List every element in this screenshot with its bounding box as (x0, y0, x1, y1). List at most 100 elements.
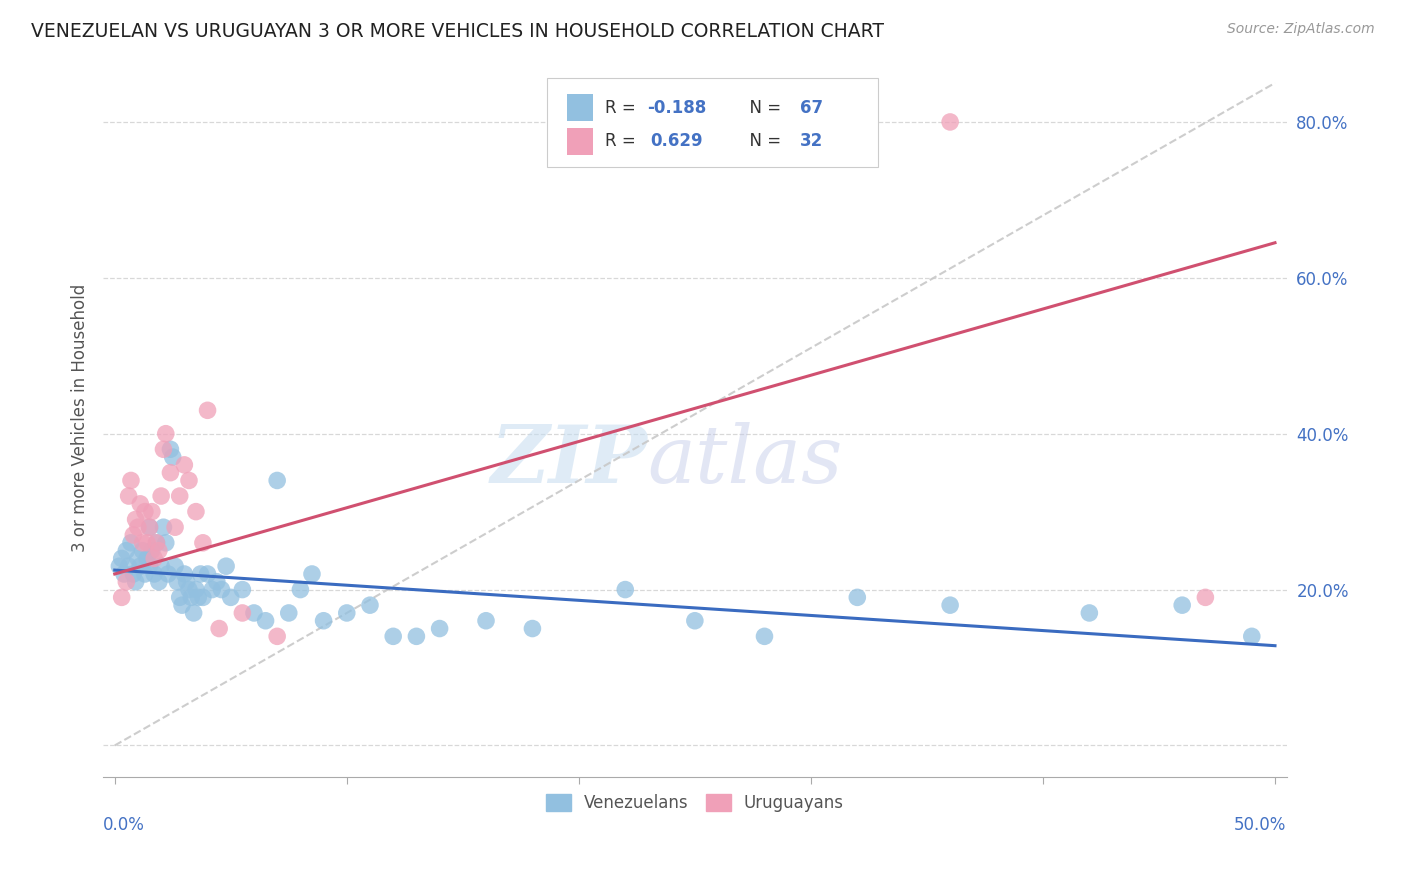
Point (131, 536, 153, 550)
Text: 0.629: 0.629 (650, 132, 703, 151)
FancyBboxPatch shape (567, 128, 593, 155)
Point (148, 574, 170, 589)
Point (211, 582, 233, 597)
Point (150, 489, 173, 503)
Point (136, 536, 159, 550)
Point (522, 622, 544, 636)
Point (266, 474, 288, 488)
Point (231, 582, 253, 597)
Point (129, 497, 152, 511)
Point (177, 474, 200, 488)
Point (312, 614, 335, 628)
Point (111, 551, 134, 566)
Point (155, 536, 177, 550)
Point (127, 520, 149, 534)
Point (183, 606, 205, 620)
Text: N =: N = (738, 99, 786, 117)
Point (475, 614, 498, 628)
Point (150, 559, 173, 574)
Point (118, 559, 141, 574)
Point (138, 520, 160, 534)
Point (111, 591, 134, 605)
Text: R =: R = (605, 132, 641, 151)
Point (122, 566, 145, 581)
Point (939, 598, 962, 612)
Point (197, 566, 219, 581)
Point (180, 591, 202, 605)
Point (115, 543, 138, 558)
FancyBboxPatch shape (547, 78, 879, 167)
Point (129, 559, 152, 574)
Point (136, 551, 159, 566)
Point (191, 536, 214, 550)
Point (173, 458, 195, 472)
Point (254, 614, 277, 628)
FancyBboxPatch shape (567, 94, 593, 121)
Text: 0.0%: 0.0% (103, 816, 145, 834)
Point (162, 450, 184, 464)
Point (359, 598, 381, 612)
Point (243, 606, 266, 620)
Point (336, 606, 359, 620)
Point (169, 591, 191, 605)
Point (141, 543, 163, 558)
Point (108, 559, 131, 574)
Point (145, 536, 167, 550)
Point (170, 598, 193, 612)
Point (165, 520, 187, 534)
Point (143, 566, 166, 581)
Point (201, 582, 224, 597)
Point (184, 505, 207, 519)
Point (215, 559, 238, 574)
Text: 67: 67 (800, 99, 824, 117)
Point (138, 559, 160, 574)
Point (112, 566, 135, 581)
Point (152, 442, 174, 457)
Point (301, 566, 323, 581)
Point (131, 543, 153, 558)
Point (1194, 591, 1216, 605)
Text: -0.188: -0.188 (648, 99, 707, 117)
Point (939, 115, 962, 129)
Point (173, 566, 195, 581)
Point (191, 591, 214, 605)
Point (219, 591, 242, 605)
Point (277, 606, 299, 620)
Point (177, 582, 200, 597)
Point (122, 528, 145, 542)
Text: Source: ZipAtlas.com: Source: ZipAtlas.com (1227, 22, 1375, 37)
Point (138, 520, 160, 534)
Point (382, 629, 405, 643)
Point (134, 566, 156, 581)
Point (1240, 629, 1263, 643)
Point (846, 591, 869, 605)
Point (120, 474, 142, 488)
Text: atlas: atlas (648, 423, 844, 500)
Point (190, 566, 212, 581)
Point (176, 574, 198, 589)
Point (134, 505, 156, 519)
Text: 32: 32 (800, 132, 824, 151)
Point (184, 582, 207, 597)
Point (124, 574, 146, 589)
Point (405, 629, 427, 643)
Point (159, 442, 181, 457)
Text: R =: R = (605, 99, 641, 117)
Point (754, 629, 776, 643)
Legend: Venezuelans, Uruguayans: Venezuelans, Uruguayans (540, 787, 851, 819)
Point (159, 466, 181, 480)
Text: 50.0%: 50.0% (1234, 816, 1286, 834)
Point (205, 574, 228, 589)
Point (118, 489, 141, 503)
Point (155, 426, 177, 441)
Point (1078, 606, 1101, 620)
Y-axis label: 3 or more Vehicles in Household: 3 or more Vehicles in Household (72, 284, 89, 552)
Point (429, 622, 451, 636)
Point (208, 622, 231, 636)
Point (148, 543, 170, 558)
Point (152, 520, 174, 534)
Point (683, 614, 706, 628)
Point (166, 574, 188, 589)
Point (127, 551, 149, 566)
Point (141, 505, 163, 519)
